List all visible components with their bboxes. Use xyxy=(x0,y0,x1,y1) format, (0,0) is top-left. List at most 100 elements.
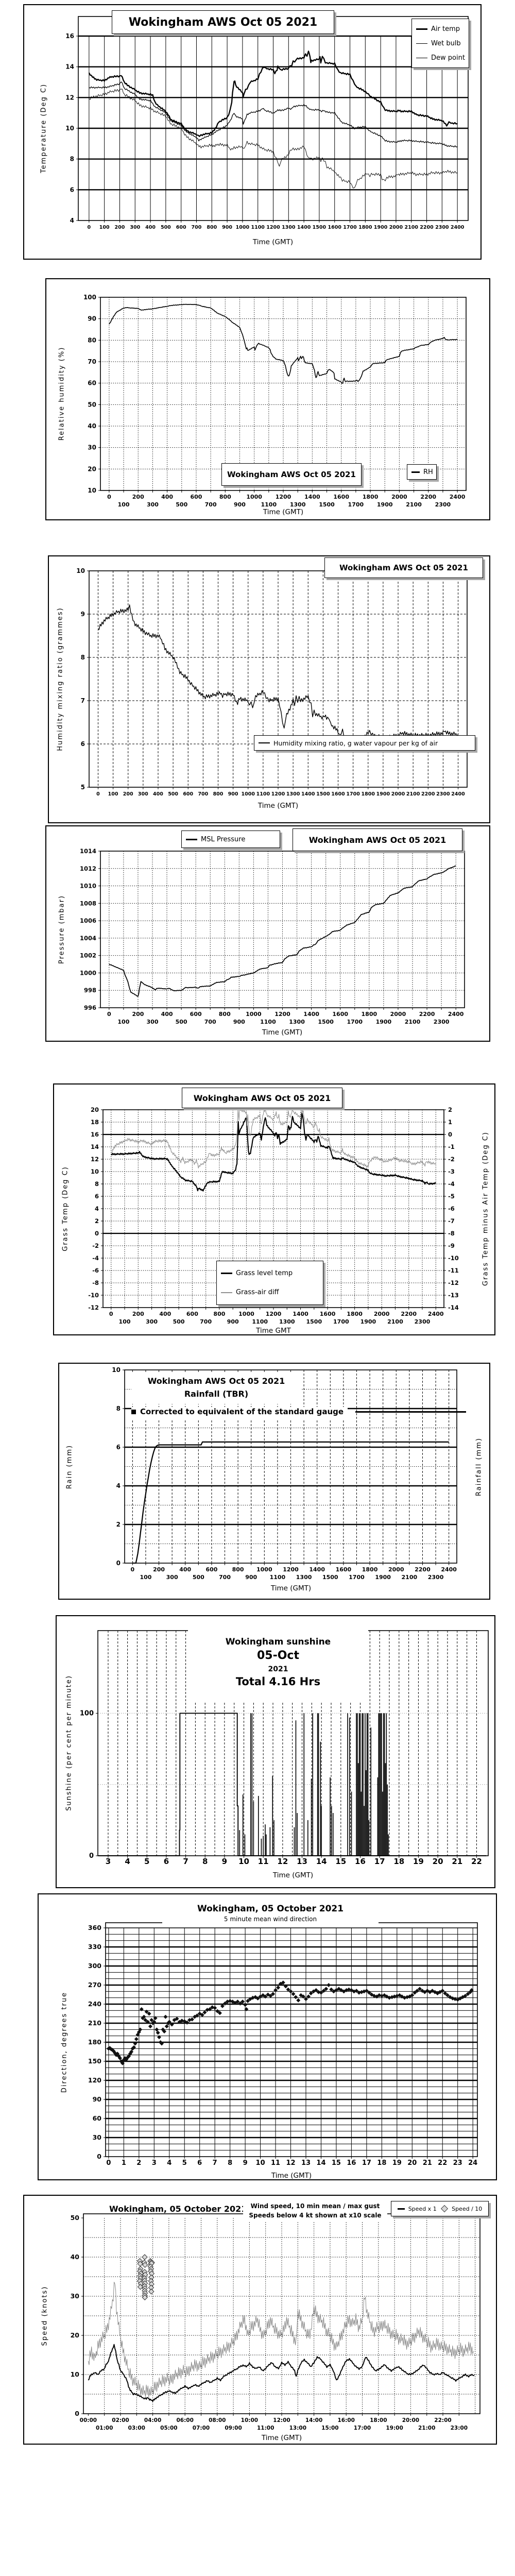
svg-text:2300: 2300 xyxy=(434,1019,450,1025)
svg-text:2300: 2300 xyxy=(435,225,449,230)
svg-text:1600: 1600 xyxy=(328,225,341,230)
chart-title: Wokingham sunshine 05-Oct 2021 Total 4.1… xyxy=(188,1621,368,1703)
svg-text:210: 210 xyxy=(88,2019,101,2027)
svg-text:2200: 2200 xyxy=(415,1566,431,1573)
svg-text:14: 14 xyxy=(91,1143,99,1150)
svg-text:8: 8 xyxy=(202,1857,208,1866)
svg-text:1800: 1800 xyxy=(347,1311,363,1317)
wet-bulb-line-sample-icon xyxy=(416,43,427,44)
svg-text:1008: 1008 xyxy=(80,900,96,907)
svg-text:1000: 1000 xyxy=(256,1566,272,1573)
svg-text:2400: 2400 xyxy=(448,1011,464,1018)
svg-text:900: 900 xyxy=(234,501,246,508)
wind-direction-title: Wokingham, 05 October 2021 xyxy=(197,1903,344,1914)
x-axis-title: Time (GMT) xyxy=(271,2172,312,2180)
svg-text:1000: 1000 xyxy=(238,1311,254,1317)
svg-text:22:00: 22:00 xyxy=(434,2417,451,2424)
correction-note: Corrected to equivalent of the standard … xyxy=(131,1407,348,1419)
svg-text:-8: -8 xyxy=(448,1230,455,1237)
svg-text:2100: 2100 xyxy=(402,1574,418,1581)
chart-title: Wokingham AWS Oct 05 2021 xyxy=(182,1088,342,1108)
svg-text:-5: -5 xyxy=(448,1193,455,1200)
chart-title: Wokingham AWS Oct 05 2021 Rainfall (TBR) xyxy=(131,1372,301,1404)
chart-title-line2: Rainfall (TBR) xyxy=(184,1389,249,1399)
rain-line-sample-icon xyxy=(355,1411,466,1413)
wind-speed-note2: Speeds below 4 kt shown at x10 scale xyxy=(249,2212,382,2219)
svg-text:0: 0 xyxy=(107,1011,111,1018)
svg-text:-14: -14 xyxy=(448,1304,459,1311)
svg-text:500: 500 xyxy=(176,501,187,508)
wind-speed-plot: 00:0001:0002:0003:0004:0005:0006:0007:00… xyxy=(71,2213,480,2431)
svg-text:1300: 1300 xyxy=(282,225,296,230)
svg-text:1900: 1900 xyxy=(376,791,390,797)
legend-label: Grass-air diff xyxy=(236,1289,279,1296)
svg-text:2300: 2300 xyxy=(428,1574,444,1581)
svg-text:1000: 1000 xyxy=(80,969,96,976)
svg-text:300: 300 xyxy=(138,791,148,797)
svg-text:1700: 1700 xyxy=(348,501,364,508)
svg-text:150: 150 xyxy=(88,2057,101,2065)
svg-text:600: 600 xyxy=(190,1011,202,1018)
svg-text:1600: 1600 xyxy=(320,1311,336,1317)
svg-text:1700: 1700 xyxy=(349,1574,365,1581)
y-axis-title: Speed (knots) xyxy=(41,2285,49,2346)
svg-text:10: 10 xyxy=(71,2370,80,2378)
pressure-plot: 0100200300400500600700800900100011001200… xyxy=(80,848,465,1025)
svg-text:7: 7 xyxy=(81,697,85,704)
svg-text:2300: 2300 xyxy=(415,1318,431,1325)
svg-text:3: 3 xyxy=(152,2159,157,2167)
svg-text:-10: -10 xyxy=(88,1292,99,1299)
x-axis-title: Time (GMT) xyxy=(252,238,294,246)
svg-text:1002: 1002 xyxy=(80,952,96,959)
svg-text:500: 500 xyxy=(168,791,178,797)
svg-text:21: 21 xyxy=(452,1857,462,1866)
svg-text:100: 100 xyxy=(108,791,118,797)
svg-text:1300: 1300 xyxy=(289,1019,305,1025)
svg-text:6: 6 xyxy=(81,740,85,748)
chart-wind-direction-panel: 0 1 2 3 4 5 6 7 8 9 10 11 12 13 14 15 16 17 18 19 20 21 22 23 24… xyxy=(38,1893,497,2180)
svg-text:09:00: 09:00 xyxy=(225,2425,242,2431)
svg-text:2000: 2000 xyxy=(388,1566,404,1573)
svg-text:1600: 1600 xyxy=(336,1566,352,1573)
svg-text:2100: 2100 xyxy=(405,1019,421,1025)
chart-rainfall-panel: 0 100 200 300 400 500 600 700 800 900 1000 1100 1200… xyxy=(58,1363,490,1600)
svg-text:6: 6 xyxy=(197,2159,202,2167)
svg-text:2400: 2400 xyxy=(450,494,466,500)
svg-text:900: 900 xyxy=(233,1019,245,1025)
svg-text:0: 0 xyxy=(109,1311,113,1317)
svg-text:1300: 1300 xyxy=(296,1574,312,1581)
svg-text:23: 23 xyxy=(453,2159,462,2167)
svg-text:3: 3 xyxy=(106,1857,111,1866)
svg-text:0: 0 xyxy=(97,2153,101,2160)
svg-text:1800: 1800 xyxy=(363,494,379,500)
chart-mixing-ratio-panel: 0 100 200 300 400 500 600 700 800 900 1000 1100 1200… xyxy=(48,555,490,823)
svg-text:2: 2 xyxy=(448,1106,452,1113)
svg-text:300: 300 xyxy=(130,225,140,230)
svg-text:1900: 1900 xyxy=(360,1318,376,1325)
svg-text:2200: 2200 xyxy=(420,225,434,230)
svg-text:16: 16 xyxy=(65,32,74,40)
svg-text:2100: 2100 xyxy=(405,225,419,230)
svg-text:1700: 1700 xyxy=(333,1318,349,1325)
svg-text:21: 21 xyxy=(423,2159,432,2167)
svg-text:2100: 2100 xyxy=(387,1318,403,1325)
svg-text:0: 0 xyxy=(106,2159,111,2167)
svg-text:600: 600 xyxy=(176,225,186,230)
air-temp-line-sample-icon xyxy=(416,28,427,30)
svg-text:2400: 2400 xyxy=(441,1566,457,1573)
svg-text:1200: 1200 xyxy=(274,1011,290,1018)
svg-text:10: 10 xyxy=(256,2159,265,2167)
svg-text:700: 700 xyxy=(204,1019,216,1025)
svg-text:5: 5 xyxy=(182,2159,187,2167)
svg-text:8: 8 xyxy=(81,654,85,661)
svg-text:1012: 1012 xyxy=(80,865,96,872)
humidity-plot: 0100200300400500600700800900100011001200… xyxy=(83,294,467,508)
svg-text:40: 40 xyxy=(71,2253,80,2261)
svg-text:5: 5 xyxy=(81,784,85,791)
svg-text:-8: -8 xyxy=(92,1279,99,1286)
svg-text:90: 90 xyxy=(88,315,96,323)
legend: RH xyxy=(407,464,437,480)
svg-text:1000: 1000 xyxy=(242,791,255,797)
temperature-plot: 0 100 200 300 400 500 600 700 800 900 1000 1100 1200… xyxy=(65,16,469,230)
